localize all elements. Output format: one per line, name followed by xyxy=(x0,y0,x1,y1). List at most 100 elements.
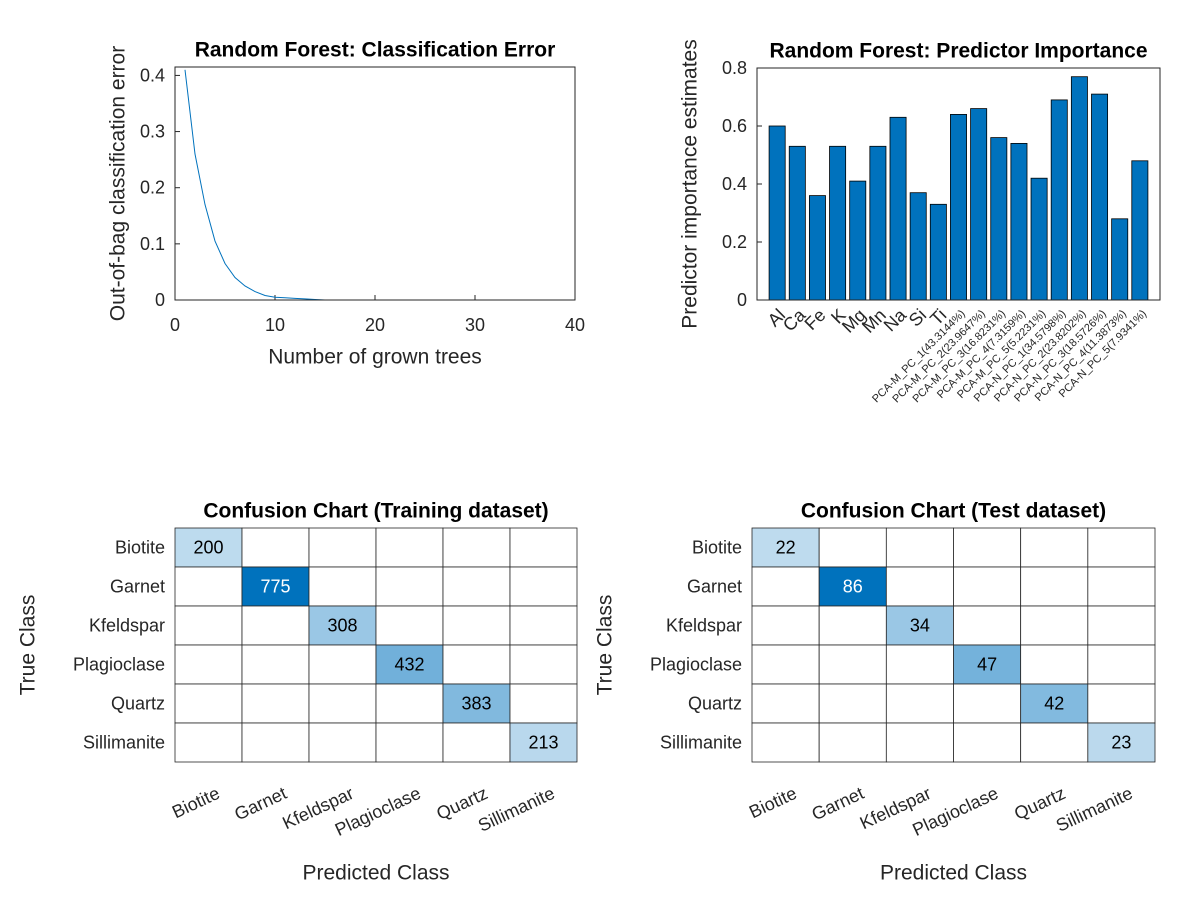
axes-box xyxy=(174,66,576,301)
y-tick-label: Quartz xyxy=(688,694,742,714)
y-tick-label: Sillimanite xyxy=(83,733,165,753)
cell xyxy=(174,527,243,568)
x-tick-label: 0 xyxy=(170,315,180,335)
cell-value: 213 xyxy=(528,733,558,753)
bar xyxy=(889,116,907,301)
cell xyxy=(241,644,310,685)
y-tick-label: 0 xyxy=(737,290,747,310)
cell-value: 432 xyxy=(394,655,424,675)
cell xyxy=(1087,527,1156,568)
cell-value: 34 xyxy=(910,616,930,636)
y-tick-label: 0 xyxy=(155,290,165,310)
cell xyxy=(1087,605,1156,646)
cell xyxy=(818,644,887,685)
cell xyxy=(818,605,887,646)
cell xyxy=(1020,644,1089,685)
y-tick-label: 0.1 xyxy=(140,234,165,254)
cell xyxy=(885,683,954,724)
cell xyxy=(1020,527,1089,568)
cell xyxy=(308,605,377,646)
cell xyxy=(1020,566,1089,607)
cell-value: 23 xyxy=(1111,733,1131,753)
cell xyxy=(953,566,1022,607)
cell xyxy=(241,566,310,607)
cell-value: 200 xyxy=(193,538,223,558)
cell xyxy=(442,644,511,685)
cell xyxy=(241,605,310,646)
bar xyxy=(1091,93,1109,301)
x-axis-label: Number of grown trees xyxy=(268,346,482,369)
cell xyxy=(1087,683,1156,724)
cell xyxy=(885,605,954,646)
chart-title: Confusion Chart (Training dataset) xyxy=(203,500,548,523)
bar xyxy=(829,145,847,301)
cell xyxy=(1087,566,1156,607)
cell xyxy=(375,722,444,763)
bar xyxy=(990,137,1008,301)
x-tick-label: Biotite xyxy=(746,783,800,822)
bar xyxy=(1030,177,1048,301)
cell xyxy=(751,566,820,607)
cell xyxy=(751,605,820,646)
cell xyxy=(509,722,578,763)
cell xyxy=(241,683,310,724)
bar xyxy=(1070,76,1088,301)
chart-title: Random Forest: Classification Error xyxy=(195,39,556,62)
bar xyxy=(1111,218,1129,301)
bar xyxy=(950,114,967,301)
x-tick-label: Si xyxy=(905,305,930,330)
cell xyxy=(174,683,243,724)
cell xyxy=(953,644,1022,685)
x-axis-label: Predicted Class xyxy=(302,862,449,885)
y-tick-label: Sillimanite xyxy=(660,733,742,753)
y-tick-label: 0.3 xyxy=(140,122,165,142)
cell xyxy=(509,566,578,607)
y-axis-label: True Class xyxy=(594,595,617,696)
cell xyxy=(1020,722,1089,763)
bar xyxy=(929,203,947,301)
cell xyxy=(751,683,820,724)
x-tick-label: 10 xyxy=(265,315,285,335)
cell xyxy=(953,683,1022,724)
cell-value: 775 xyxy=(260,577,290,597)
cell xyxy=(953,722,1022,763)
axes-box xyxy=(756,67,1161,301)
cell xyxy=(953,527,1022,568)
y-tick-label: Biotite xyxy=(692,538,742,558)
bar xyxy=(909,192,927,301)
cell xyxy=(509,527,578,568)
chart-title: Random Forest: Predictor Importance xyxy=(769,40,1147,63)
cell xyxy=(241,527,310,568)
y-tick-label: 0.4 xyxy=(722,174,747,194)
bar xyxy=(768,125,786,301)
cell xyxy=(953,605,1022,646)
cell xyxy=(885,644,954,685)
cell xyxy=(1087,722,1156,763)
cell xyxy=(509,644,578,685)
y-tick-label: Biotite xyxy=(115,538,165,558)
bar xyxy=(808,195,826,301)
data-line xyxy=(184,69,575,301)
cell-value: 308 xyxy=(327,616,357,636)
cell xyxy=(308,722,377,763)
cell xyxy=(1020,605,1089,646)
y-tick-label: Kfeldspar xyxy=(89,616,165,636)
cell-value: 22 xyxy=(776,538,796,558)
cell xyxy=(885,527,954,568)
x-tick-label: Na xyxy=(880,304,911,335)
x-tick-label: 40 xyxy=(565,315,585,335)
cell xyxy=(1087,644,1156,685)
cell xyxy=(174,644,243,685)
y-axis-label: Predictor importance estimates xyxy=(679,39,702,328)
cell xyxy=(442,605,511,646)
cell xyxy=(509,605,578,646)
bar xyxy=(869,145,887,301)
cell-value: 42 xyxy=(1044,694,1064,714)
cell-value: 86 xyxy=(843,577,863,597)
y-tick-label: 0.6 xyxy=(722,116,747,136)
bar xyxy=(1050,99,1068,301)
bar xyxy=(970,108,988,301)
cell xyxy=(375,605,444,646)
cell xyxy=(174,605,243,646)
